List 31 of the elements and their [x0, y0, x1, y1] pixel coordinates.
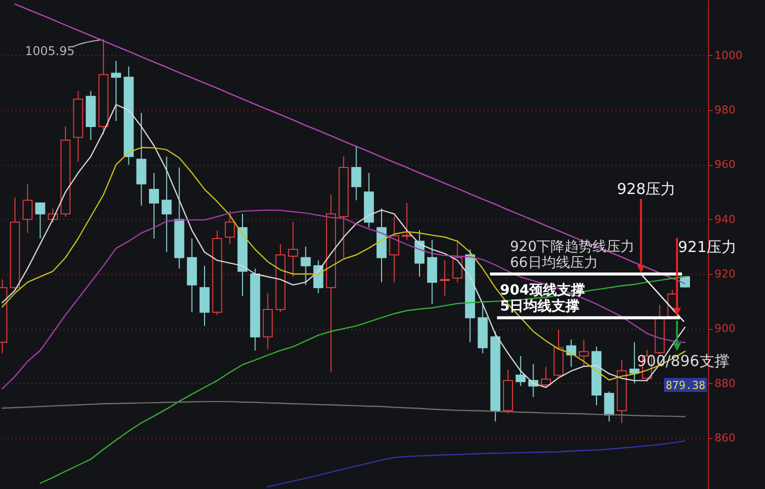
candlestick: [224, 210, 235, 244]
candlestick: [389, 216, 400, 283]
candlestick: [22, 183, 33, 234]
candlestick: [604, 390, 614, 422]
candlestick: [629, 342, 640, 384]
price-tag: 879.38: [664, 378, 707, 392]
annotation: 928压力: [617, 180, 676, 198]
candlestick: [540, 366, 551, 387]
y-tick-label: 920: [714, 268, 736, 281]
candlestick: [414, 230, 424, 278]
candlestick: [402, 202, 412, 240]
y-tick-label: 900: [714, 322, 736, 336]
candlestick: [35, 202, 46, 239]
annotation: 1005.95: [25, 44, 75, 58]
line-series: [267, 440, 686, 488]
candlestick: [148, 172, 159, 239]
candlestick: [162, 156, 172, 253]
candlestick: [516, 355, 526, 387]
candlestick: [351, 145, 362, 201]
y-tick-label: 880: [714, 376, 736, 390]
y-tick-label: 1000: [714, 48, 742, 62]
candlestick: [440, 260, 450, 296]
y-tick-label: 960: [714, 158, 736, 172]
candlestick: [578, 339, 589, 368]
candlestick: [111, 60, 122, 122]
y-tick-label: 860: [714, 431, 736, 444]
candlestick: [288, 222, 298, 278]
y-tick-label: 980: [714, 104, 736, 117]
y-tick-label: 940: [714, 212, 736, 226]
candlestick: [452, 239, 462, 283]
candlestick: [300, 246, 311, 286]
